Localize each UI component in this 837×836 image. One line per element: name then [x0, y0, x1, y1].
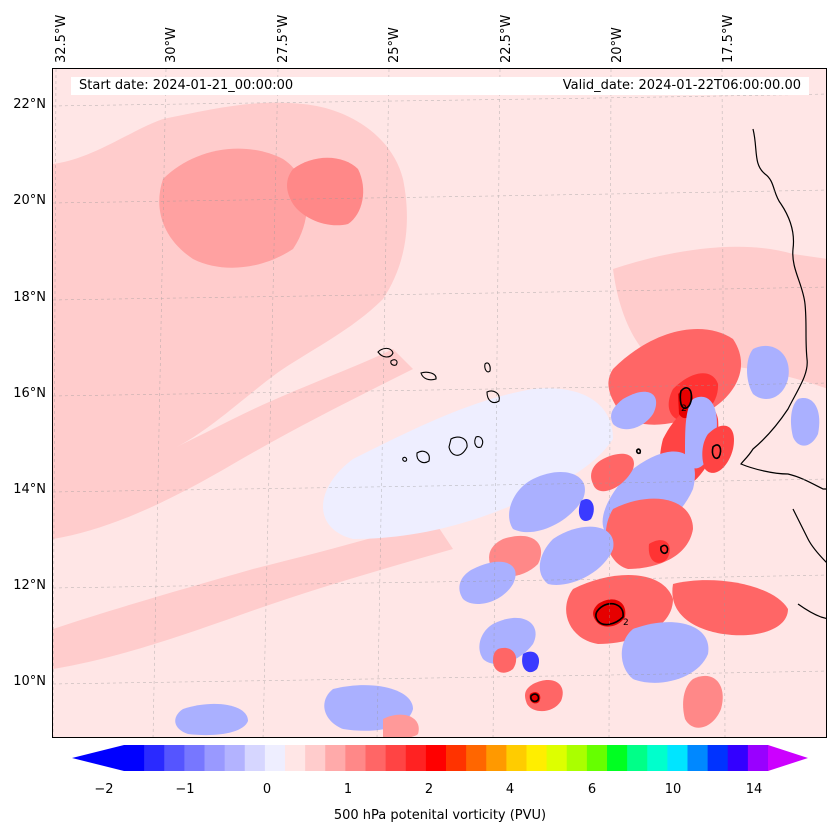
colorbar-cell — [405, 745, 427, 771]
colorbar-cell — [446, 745, 467, 771]
colorbar-cell — [184, 745, 206, 771]
colorbar-cell — [244, 745, 266, 771]
lon-label-20w: 20°W — [610, 27, 625, 63]
colorbar-tick: −1 — [175, 782, 195, 797]
colorbar-tick: 2 — [424, 782, 434, 797]
coastline — [740, 128, 826, 620]
lon-label-30w: 30°W — [164, 27, 179, 63]
colorbar-cell — [687, 745, 709, 771]
lon-label-17-5w: 17.5°W — [721, 14, 736, 63]
colorbar-tick: 0 — [262, 782, 272, 797]
pv-field-map: 2 2 — [53, 69, 826, 737]
colorbar-cell — [285, 745, 306, 771]
lat-label-14n: 14°N — [13, 482, 46, 497]
lat-label-20n: 20°N — [13, 193, 46, 208]
colorbar-cell — [305, 745, 326, 771]
pv-region-light-pink-south — [53, 519, 453, 669]
colorbar-cell — [204, 745, 226, 771]
colorbar-cell — [365, 745, 387, 771]
colorbar-cell — [627, 745, 648, 771]
colorbar-cell — [546, 745, 568, 771]
colorbar-cell — [144, 745, 165, 771]
contour-label: 2 — [681, 404, 687, 414]
start-date-label: Start date: 2024-01-21_00:00:00 — [79, 78, 294, 93]
lat-label-16n: 16°N — [13, 386, 46, 401]
lon-label-27-5w: 27.5°W — [276, 14, 291, 63]
lat-label-12n: 12°N — [13, 578, 46, 593]
pv-region-light-blue — [323, 388, 613, 539]
lon-label-22-5w: 22.5°W — [499, 14, 514, 63]
pv-region-light-pink-band — [53, 349, 413, 539]
colorbar-cell — [466, 745, 487, 771]
colorbar-tick: −2 — [94, 782, 114, 797]
colorbar-cell — [667, 745, 689, 771]
valid-date-label: Valid_date: 2024-01-22T06:00:00.00 — [562, 78, 801, 93]
colorbar-tick: 4 — [505, 782, 515, 797]
lat-label-10n: 10°N — [13, 674, 46, 689]
graticule — [53, 69, 826, 737]
colorbar-cell — [345, 745, 367, 771]
colorbar-cell — [325, 745, 346, 771]
lat-label-18n: 18°N — [13, 290, 46, 305]
colorbar-tick: 6 — [587, 782, 597, 797]
colorbar-cell — [607, 745, 628, 771]
colorbar-label: 500 hPa potenital vorticity (PVU) — [333, 808, 547, 823]
colorbar-cell — [224, 745, 246, 771]
colorbar-tick: 1 — [343, 782, 353, 797]
lon-label-25w: 25°W — [387, 27, 402, 63]
colorbar-cell — [707, 745, 729, 771]
pv-filaments — [175, 329, 820, 737]
cape-verde-islands — [377, 347, 500, 464]
date-header: Start date: 2024-01-21_00:00:00 Valid_da… — [71, 77, 809, 95]
colorbar-extend-min — [72, 745, 124, 771]
colorbar-cell — [124, 745, 145, 771]
colorbar-tick: 14 — [745, 782, 763, 797]
colorbar — [72, 745, 808, 771]
colorbar-cell — [425, 745, 447, 771]
contour-label: 2 — [623, 618, 629, 628]
colorbar-cell — [385, 745, 407, 771]
lat-label-22n: 22°N — [13, 97, 46, 112]
colorbar-cell — [647, 745, 668, 771]
pv-region-pink-center — [287, 157, 364, 226]
colorbar-cell — [264, 745, 286, 771]
map-panel: 2 2 Start date: 2024-01-21_00 — [52, 68, 827, 738]
colorbar-cell — [486, 745, 507, 771]
pv-2-contours — [530, 387, 722, 703]
colorbar-extend-max — [768, 745, 808, 771]
colorbar-cell — [586, 745, 608, 771]
lon-label-32-5w: 32.5°W — [54, 14, 69, 63]
colorbar-tick: 10 — [664, 782, 682, 797]
pv-region-pink-west — [159, 148, 307, 268]
colorbar-cell — [164, 745, 185, 771]
colorbar-cell — [747, 745, 769, 771]
colorbar-cell — [526, 745, 548, 771]
colorbar-cell — [566, 745, 588, 771]
colorbar-cell — [506, 745, 528, 771]
colorbar-cell — [727, 745, 749, 771]
